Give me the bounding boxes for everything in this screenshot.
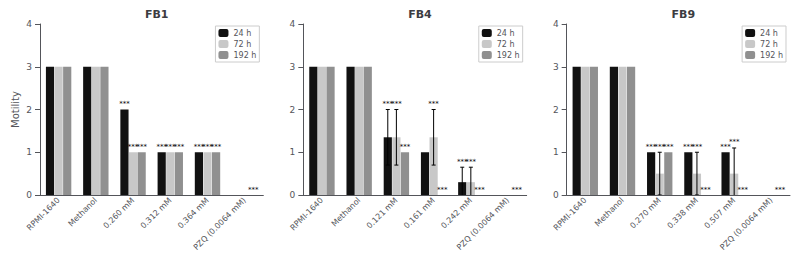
svg-text:FB1: FB1 bbox=[145, 8, 169, 21]
svg-text:0.121 mM: 0.121 mM bbox=[365, 196, 400, 231]
svg-text:***: *** bbox=[474, 186, 485, 194]
svg-text:72 h: 72 h bbox=[760, 40, 778, 49]
svg-text:***: *** bbox=[119, 100, 130, 108]
svg-text:***: *** bbox=[391, 100, 402, 108]
svg-text:1: 1 bbox=[290, 147, 296, 157]
svg-text:4: 4 bbox=[26, 19, 32, 29]
svg-text:RPMI-1640: RPMI-1640 bbox=[288, 196, 325, 233]
svg-text:0.507 mM: 0.507 mM bbox=[703, 196, 738, 231]
svg-text:0: 0 bbox=[553, 190, 559, 200]
svg-text:***: *** bbox=[663, 143, 674, 151]
svg-text:192 h: 192 h bbox=[760, 51, 783, 60]
svg-text:***: *** bbox=[437, 186, 448, 194]
svg-text:***: *** bbox=[738, 186, 749, 194]
svg-text:2: 2 bbox=[26, 105, 32, 115]
svg-text:***: *** bbox=[428, 100, 439, 108]
svg-text:0.161 mM: 0.161 mM bbox=[402, 196, 437, 231]
svg-text:24 h: 24 h bbox=[497, 29, 515, 38]
svg-text:3: 3 bbox=[290, 62, 296, 72]
svg-text:Methanol: Methanol bbox=[593, 196, 626, 229]
svg-text:Motility: Motility bbox=[10, 91, 21, 128]
svg-text:192 h: 192 h bbox=[233, 51, 256, 60]
svg-text:0: 0 bbox=[26, 190, 32, 200]
svg-text:***: *** bbox=[466, 158, 477, 166]
svg-text:4: 4 bbox=[290, 19, 296, 29]
svg-text:0.260 mM: 0.260 mM bbox=[102, 196, 137, 231]
svg-text:0.338 mM: 0.338 mM bbox=[665, 196, 700, 231]
svg-text:RPMI-1640: RPMI-1640 bbox=[552, 196, 589, 233]
svg-text:***: *** bbox=[729, 138, 740, 146]
svg-text:24 h: 24 h bbox=[233, 29, 251, 38]
svg-text:***: *** bbox=[511, 186, 522, 194]
svg-text:PZQ (0.0064 mM): PZQ (0.0064 mM) bbox=[718, 196, 774, 252]
svg-text:RPMI-1640: RPMI-1640 bbox=[25, 196, 62, 233]
svg-text:1: 1 bbox=[553, 147, 559, 157]
svg-text:FB4: FB4 bbox=[408, 8, 432, 21]
svg-text:***: *** bbox=[211, 143, 222, 151]
svg-text:4: 4 bbox=[553, 19, 559, 29]
svg-text:0.242 mM: 0.242 mM bbox=[439, 196, 474, 231]
svg-text:Methanol: Methanol bbox=[330, 196, 363, 229]
svg-text:1: 1 bbox=[26, 147, 32, 157]
svg-text:3: 3 bbox=[553, 62, 559, 72]
svg-text:0.364 mM: 0.364 mM bbox=[176, 196, 211, 231]
svg-text:0.312 mM: 0.312 mM bbox=[139, 196, 174, 231]
svg-text:***: *** bbox=[136, 143, 147, 151]
svg-text:***: *** bbox=[400, 143, 411, 151]
svg-text:0: 0 bbox=[290, 190, 296, 200]
svg-text:192 h: 192 h bbox=[497, 51, 520, 60]
svg-text:PZQ (0.0064 mM): PZQ (0.0064 mM) bbox=[455, 196, 511, 252]
svg-text:***: *** bbox=[174, 143, 185, 151]
svg-text:24 h: 24 h bbox=[760, 29, 778, 38]
svg-text:FB9: FB9 bbox=[672, 8, 696, 21]
svg-text:***: *** bbox=[248, 186, 259, 194]
svg-text:Methanol: Methanol bbox=[66, 196, 99, 229]
svg-text:2: 2 bbox=[290, 105, 296, 115]
svg-text:***: *** bbox=[692, 143, 703, 151]
svg-text:PZQ (0.0064 mM): PZQ (0.0064 mM) bbox=[192, 196, 248, 252]
svg-text:***: *** bbox=[700, 186, 711, 194]
svg-text:0.270 mM: 0.270 mM bbox=[628, 196, 663, 231]
svg-text:72 h: 72 h bbox=[233, 40, 251, 49]
svg-text:72 h: 72 h bbox=[497, 40, 515, 49]
svg-text:2: 2 bbox=[553, 105, 559, 115]
svg-text:***: *** bbox=[775, 186, 786, 194]
svg-text:3: 3 bbox=[26, 62, 32, 72]
